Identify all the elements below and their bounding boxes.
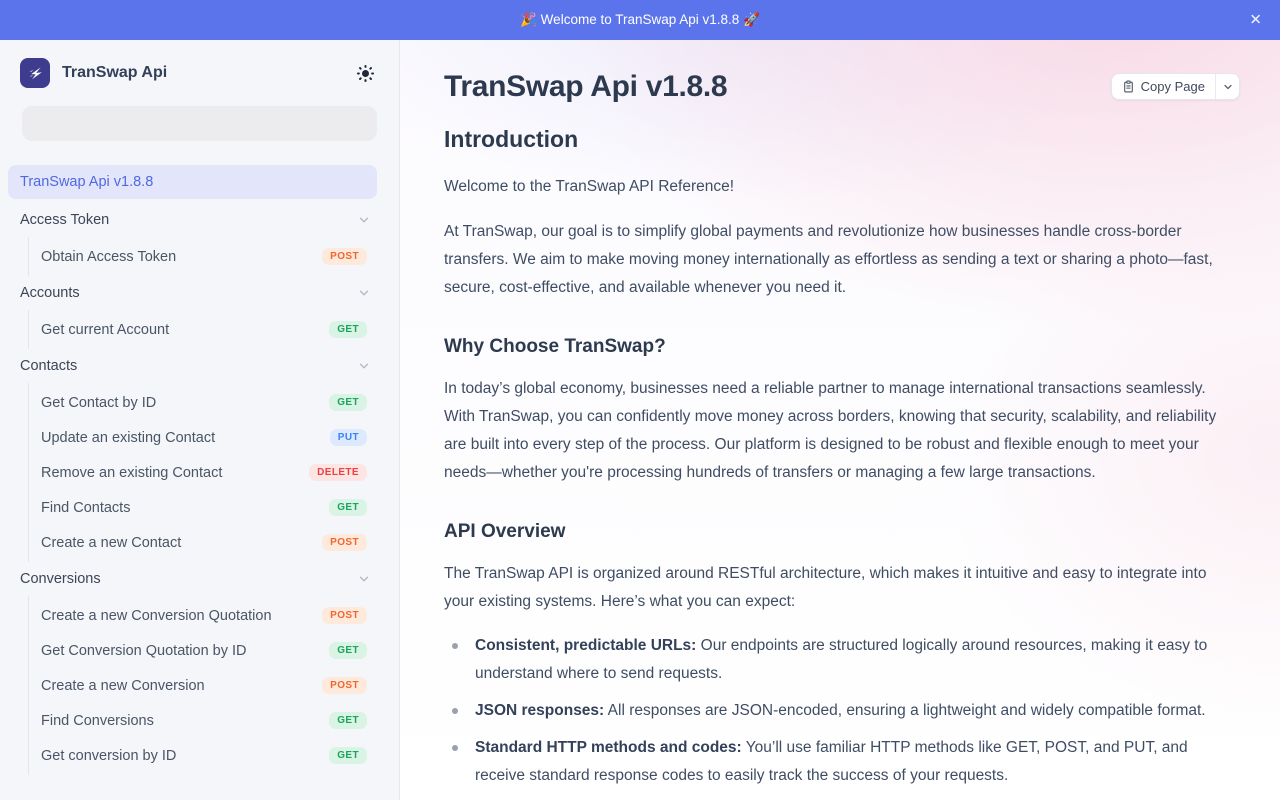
nav-item-label: Get Conversion Quotation by ID [41, 642, 247, 659]
chevron-down-icon [357, 572, 371, 586]
chevron-down-icon [357, 359, 371, 373]
nav-item-label: Create a new Conversion [41, 677, 205, 694]
bullet-icon [452, 745, 458, 751]
method-badge: GET [329, 712, 367, 729]
page-header: TranSwap Api v1.8.8 Copy Page [444, 70, 1240, 104]
announcement-text: 🎉 Welcome to TranSwap Api v1.8.8 🚀 [520, 12, 760, 27]
copy-page-split-button: Copy Page [1110, 73, 1240, 100]
sidebar-item-update-contact[interactable]: Update an existing Contact PUT [29, 420, 377, 455]
sidebar-item-get-conversion-quotation[interactable]: Get Conversion Quotation by ID GET [29, 633, 377, 668]
intro-paragraph: At TranSwap, our goal is to simplify glo… [444, 223, 1213, 296]
sidebar-item-create-conversion-quotation[interactable]: Create a new Conversion Quotation POST [29, 598, 377, 633]
copy-options-dropdown[interactable] [1215, 74, 1239, 99]
method-badge: POST [322, 607, 367, 624]
chevron-down-icon [1223, 84, 1232, 89]
list-item: JSON responses: All responses are JSON-e… [444, 697, 1240, 725]
logo [20, 58, 50, 88]
nav-item-label: Find Conversions [41, 712, 154, 729]
search-input[interactable] [22, 106, 377, 141]
sun-icon [356, 64, 375, 82]
method-badge: DELETE [309, 464, 367, 481]
sidebar-item-find-conversions[interactable]: Find Conversions GET [29, 703, 377, 738]
brand-name: TranSwap Api [62, 64, 168, 81]
why-heading: Why Choose TranSwap? [444, 336, 666, 357]
list-item-lead: Standard HTTP methods and codes: [475, 739, 742, 756]
main-content: TranSwap Api v1.8.8 Copy Page Introducti… [400, 40, 1280, 800]
nav-item-label: Remove an existing Contact [41, 464, 223, 481]
list-item-body: You’ll use familiar HTTP methods like GE… [475, 739, 1188, 784]
nav-group-access-token: Obtain Access Token POST [28, 237, 377, 276]
list-item-text: JSON responses: All responses are JSON-e… [475, 697, 1206, 725]
bullet-icon [452, 708, 458, 714]
app-shell: TranSwap Api TranSwap Api v1.8.8 [0, 40, 1280, 800]
overview-heading: API Overview [444, 521, 566, 542]
sidebar-section-access-token[interactable]: Access Token [8, 203, 377, 237]
nav-group-accounts: Get current Account GET [28, 310, 377, 349]
method-badge: GET [329, 499, 367, 516]
method-badge: POST [322, 248, 367, 265]
section-title: Access Token [20, 212, 110, 228]
sidebar-item-find-contacts[interactable]: Find Contacts GET [29, 490, 377, 525]
method-badge: GET [329, 747, 367, 764]
list-item: Standard HTTP methods and codes: You’ll … [444, 734, 1240, 790]
announcement-banner: 🎉 Welcome to TranSwap Api v1.8.8 🚀 ✕ [0, 0, 1280, 40]
api-feature-list: Consistent, predictable URLs: Our endpoi… [444, 632, 1240, 790]
bullet-icon [452, 643, 458, 649]
section-title: Accounts [20, 285, 80, 301]
page-title: TranSwap Api v1.8.8 [444, 70, 728, 103]
welcome-paragraph: Welcome to the TranSwap API Reference! [444, 178, 735, 195]
section-title: Contacts [20, 358, 78, 374]
why-paragraph: In today’s global economy, businesses ne… [444, 380, 1217, 481]
chevron-down-icon [357, 213, 371, 227]
intro-heading: Introduction [444, 126, 579, 152]
chevron-down-icon [357, 286, 371, 300]
copy-page-button[interactable]: Copy Page [1112, 74, 1215, 99]
nav-item-label: Get Contact by ID [41, 394, 157, 411]
nav-item-label: Create a new Conversion Quotation [41, 607, 272, 624]
nav-item-label: Update an existing Contact [41, 429, 216, 446]
overview-paragraph: The TranSwap API is organized around RES… [444, 565, 1207, 610]
method-badge: POST [322, 534, 367, 551]
method-badge: GET [329, 321, 367, 338]
nav-item-label: Find Contacts [41, 499, 131, 516]
list-item-body: All responses are JSON-encoded, ensuring… [604, 702, 1206, 719]
sidebar-item-get-conversion-by-id[interactable]: Get conversion by ID GET [29, 738, 377, 773]
method-badge: PUT [329, 429, 367, 446]
sidebar: TranSwap Api TranSwap Api v1.8.8 [0, 40, 400, 800]
list-item-lead: JSON responses: [475, 702, 605, 719]
sidebar-header: TranSwap Api [0, 40, 399, 88]
sidebar-section-contacts[interactable]: Contacts [8, 349, 377, 383]
list-item-text: Standard HTTP methods and codes: You’ll … [475, 734, 1240, 790]
close-icon[interactable]: ✕ [1245, 9, 1266, 32]
list-item: Consistent, predictable URLs: Our endpoi… [444, 632, 1240, 688]
nav-item-label: Create a new Contact [41, 534, 182, 551]
method-badge: GET [329, 394, 367, 411]
method-badge: POST [322, 677, 367, 694]
clipboard-icon [1123, 80, 1133, 93]
sidebar-item-remove-contact[interactable]: Remove an existing Contact DELETE [29, 455, 377, 490]
list-item-lead: Consistent, predictable URLs: [475, 637, 697, 654]
sidebar-nav: TranSwap Api v1.8.8 Access Token Obtain … [0, 165, 399, 787]
list-item-text: Consistent, predictable URLs: Our endpoi… [475, 632, 1240, 688]
method-badge: GET [329, 642, 367, 659]
sidebar-item-obtain-access-token[interactable]: Obtain Access Token POST [29, 239, 377, 274]
sidebar-item-create-conversion[interactable]: Create a new Conversion POST [29, 668, 377, 703]
sidebar-section-conversions[interactable]: Conversions [8, 562, 377, 596]
sidebar-item-get-current-account[interactable]: Get current Account GET [29, 312, 377, 347]
nav-group-conversions: Create a new Conversion Quotation POST G… [28, 596, 377, 775]
sidebar-item-overview[interactable]: TranSwap Api v1.8.8 [8, 165, 377, 199]
nav-item-label: Get current Account [41, 321, 170, 338]
sidebar-item-get-contact-by-id[interactable]: Get Contact by ID GET [29, 385, 377, 420]
copy-page-label: Copy Page [1140, 79, 1205, 94]
section-title: Conversions [20, 571, 101, 587]
list-item-body: Our endpoints are structured logically a… [475, 637, 1208, 682]
sidebar-section-accounts[interactable]: Accounts [8, 276, 377, 310]
theme-toggle-button[interactable] [352, 60, 379, 87]
nav-item-label: Obtain Access Token [41, 248, 177, 265]
nav-item-label: Get conversion by ID [41, 747, 177, 764]
nav-group-contacts: Get Contact by ID GET Update an existing… [28, 383, 377, 562]
lightning-icon [29, 67, 42, 80]
sidebar-item-create-contact[interactable]: Create a new Contact POST [29, 525, 377, 560]
